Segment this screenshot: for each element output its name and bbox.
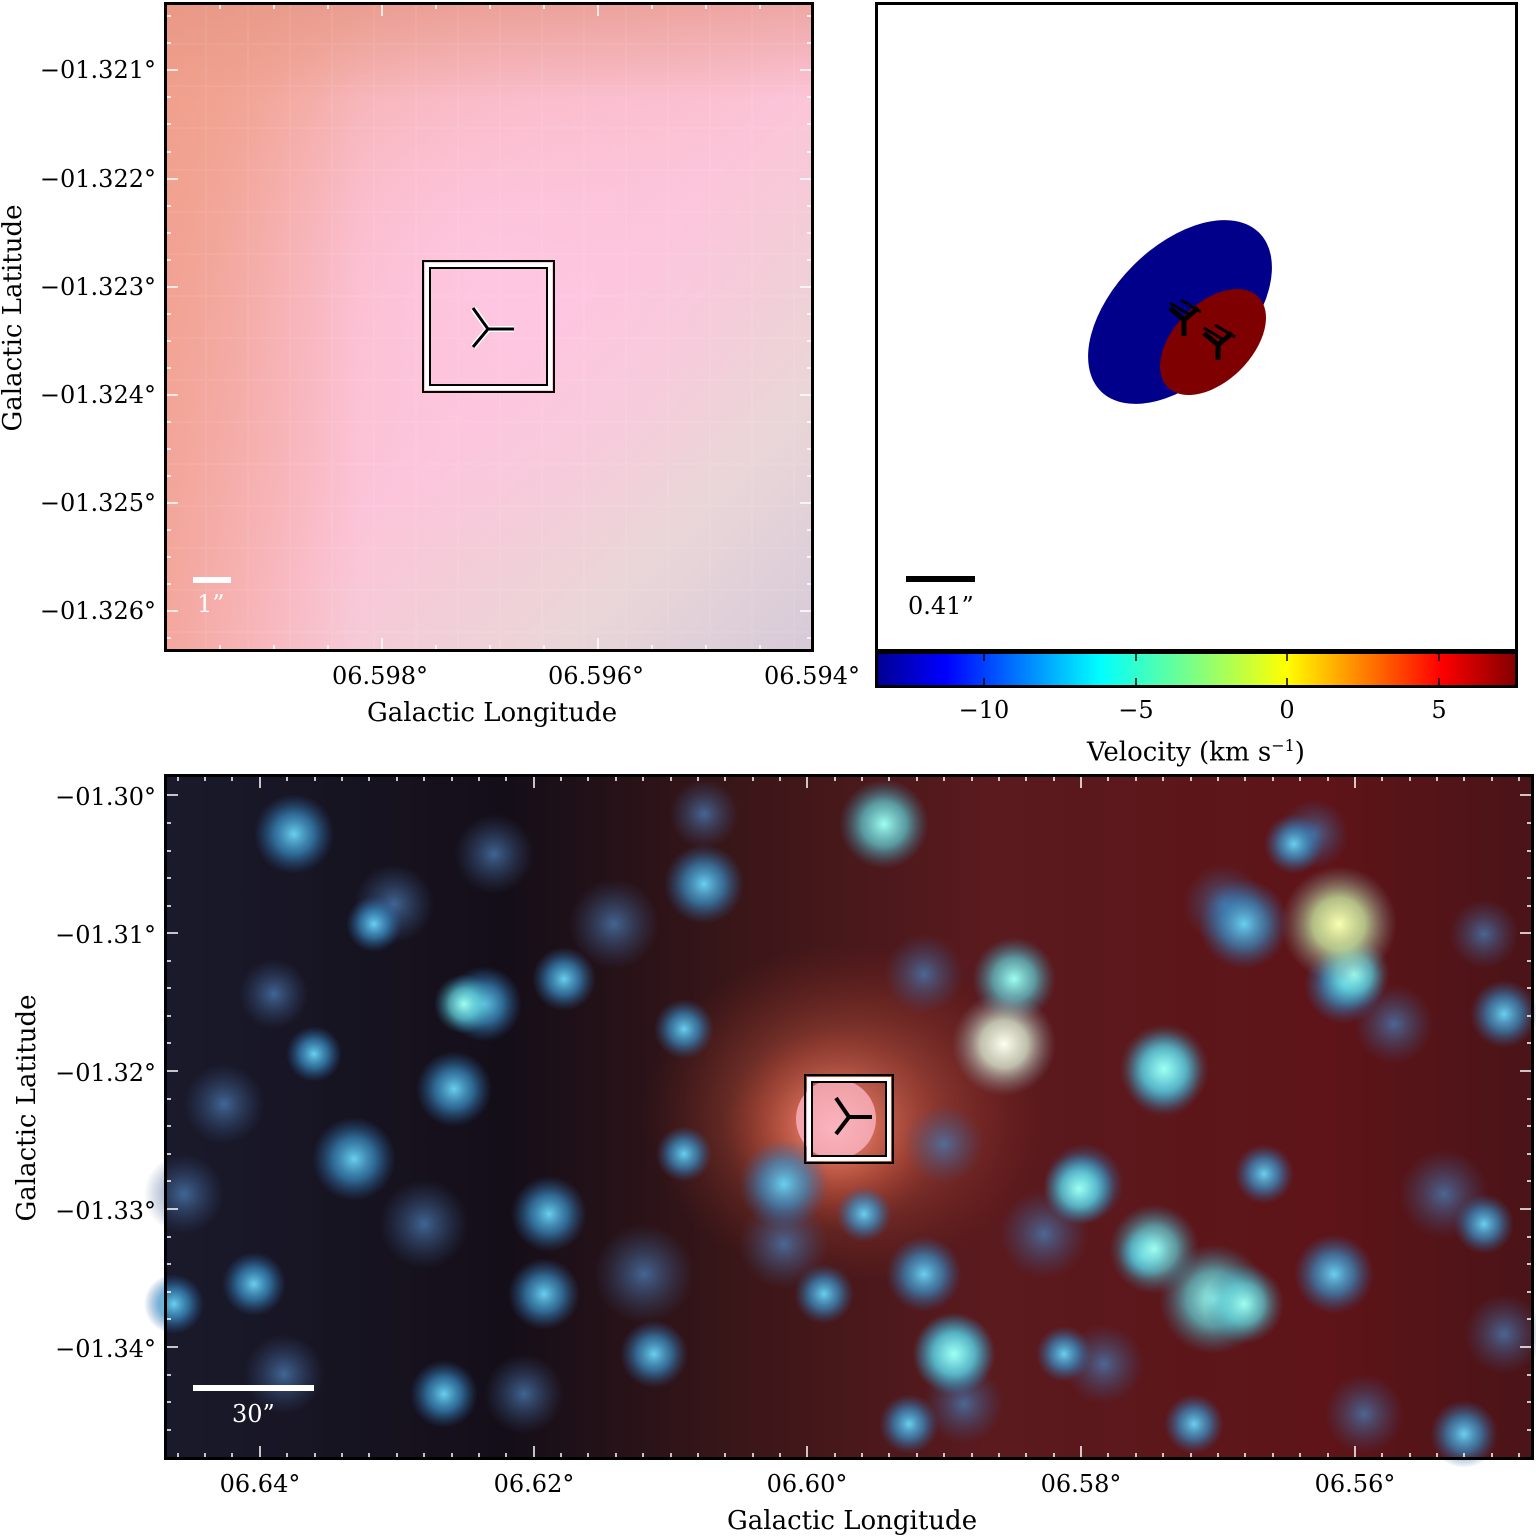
panel-c-xtick: 06.58° [1040,1470,1122,1498]
panel-a-xtick: 06.594° [764,662,860,690]
panel-b-colorbar [875,651,1518,688]
panel-a-marker-icon [470,306,514,349]
panel-a-ytick: −01.322° [39,165,156,193]
panel-a-scale-label: 1” [197,590,225,618]
panel-a-ticks [164,2,815,652]
colorbar-label-text: Velocity (km s [1087,737,1272,768]
panel-c-scale-label: 30” [232,1400,275,1428]
panel-a-xtick: 06.596° [548,662,644,690]
panel-c-ylabel: Galactic Latitude [12,994,42,1222]
panel-c-xtick: 06.64° [219,1470,301,1498]
panel-a-ylabel: Galactic Latitude [0,204,28,432]
panel-a-image [164,2,815,652]
panel-c-ytick: −01.34° [55,1335,156,1363]
panel-c-ytick: −01.32° [55,1059,156,1087]
panel-c-xlabel: Galactic Longitude [727,1506,978,1536]
panel-a-ytick: −01.323° [39,273,156,301]
colorbar-label-close: ) [1294,737,1305,768]
panel-c-ytick: −01.31° [55,921,156,949]
panel-b-scale-label: 0.41” [908,592,974,620]
panel-b-colorbar-label: Velocity (km s−1) [1087,738,1305,766]
panel-c-marker-icon [834,1096,872,1136]
panel-a-xtick: 06.598° [332,662,428,690]
panel-a-ytick: −01.321° [39,56,156,84]
panel-b-colorbar-tick: −5 [1118,696,1154,724]
panel-c-ticks [164,774,1534,1460]
panel-c-ytick: −01.30° [55,783,156,811]
panel-b-marker-1-icon [1168,298,1202,336]
panel-c-image [144,774,1536,1468]
panel-c-source-box [804,1074,894,1164]
panel-c-ytick: −01.33° [55,1197,156,1225]
panel-b-colorbar-tick: 0 [1279,696,1295,724]
panel-c-xtick: 06.60° [766,1470,848,1498]
panel-b-colorbar-tick: 5 [1431,696,1447,724]
panel-b-plot [875,2,1518,652]
panel-a-ytick: −01.324° [39,381,156,409]
panel-b-marker-2-icon [1202,323,1236,360]
panel-a-xlabel: Galactic Longitude [367,698,618,728]
colorbar-label-sup: −1 [1271,736,1295,755]
panel-a-source-box [422,260,555,393]
panel-a-ytick: −01.326° [39,597,156,625]
panel-c-xtick: 06.56° [1314,1470,1396,1498]
panel-b-colorbar-tick: −10 [958,696,1010,724]
panel-a-ytick: −01.325° [39,489,156,517]
panel-c-xtick: 06.62° [493,1470,575,1498]
